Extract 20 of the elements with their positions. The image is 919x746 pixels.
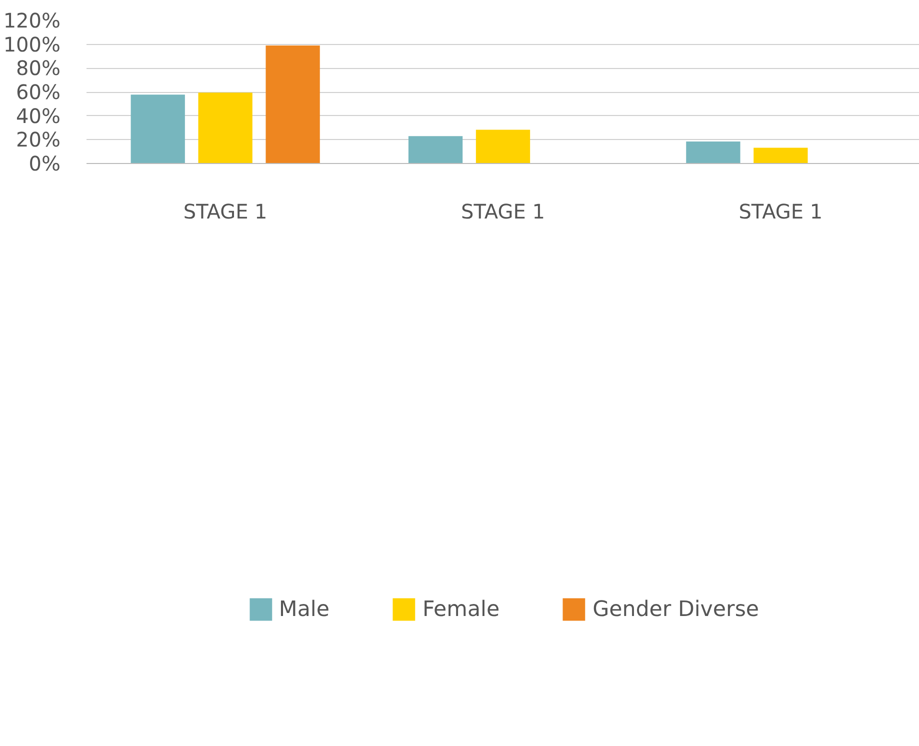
bar	[476, 130, 530, 164]
y-tick-label: 120%	[3, 8, 61, 32]
x-tick-label: STAGE 1	[738, 200, 823, 224]
bar	[408, 136, 463, 164]
y-tick-label: 0%	[28, 152, 61, 176]
legend-label: Female	[422, 596, 500, 622]
bar	[266, 46, 320, 164]
x-tick-label: STAGE 1	[461, 200, 545, 224]
y-tick-label: 100%	[3, 32, 61, 56]
bar	[198, 92, 252, 164]
y-tick-label: 60%	[16, 80, 60, 104]
bar	[130, 94, 185, 164]
bar	[686, 141, 740, 164]
x-tick-label: STAGE 1	[183, 200, 268, 224]
bar	[754, 148, 808, 164]
legend-label: Male	[278, 596, 330, 622]
y-tick-label: 80%	[16, 56, 60, 80]
y-tick-label: 20%	[16, 128, 60, 152]
y-tick-label: 40%	[16, 104, 60, 128]
legend-label: Gender Diverse	[592, 596, 760, 622]
